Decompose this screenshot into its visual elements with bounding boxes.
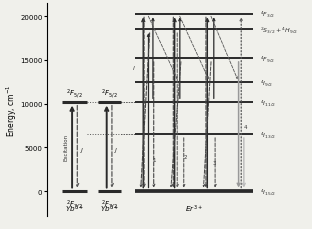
Text: 1: 1: [153, 157, 156, 162]
Y-axis label: Energy, cm$^{-1}$: Energy, cm$^{-1}$: [4, 84, 19, 136]
Text: Excitation: Excitation: [63, 134, 68, 161]
Text: $Er^{3+}$: $Er^{3+}$: [185, 203, 203, 214]
Text: 3: 3: [212, 160, 216, 165]
Text: $l$: $l$: [132, 63, 135, 71]
Text: 4: 4: [244, 124, 247, 129]
Text: $^2F_{5/2}$: $^2F_{5/2}$: [66, 87, 83, 99]
Text: $^4F_{9/2}$: $^4F_{9/2}$: [260, 54, 275, 64]
Text: $^4F_{3/2}$: $^4F_{3/2}$: [260, 10, 275, 19]
Text: $^4I_{13/2}$: $^4I_{13/2}$: [260, 130, 275, 139]
Text: $^4I_{15/2}$: $^4I_{15/2}$: [260, 187, 275, 196]
Text: $J$: $J$: [79, 145, 83, 154]
Text: $^2F_{7/2}$: $^2F_{7/2}$: [101, 197, 118, 210]
Text: $^2F_{5/2}$: $^2F_{5/2}$: [101, 87, 118, 99]
Text: $^2S_{3/2}+^4H_{9/2}$: $^2S_{3/2}+^4H_{9/2}$: [260, 26, 297, 35]
Text: $^4I_{9/2}$: $^4I_{9/2}$: [260, 78, 273, 87]
Text: $^4I_{11/2}$: $^4I_{11/2}$: [260, 98, 275, 107]
Text: 2: 2: [184, 155, 187, 159]
Text: $J$: $J$: [113, 145, 118, 154]
Text: $Yb^{3+}$: $Yb^{3+}$: [65, 203, 85, 214]
Text: $Yb^{3+}$: $Yb^{3+}$: [100, 203, 119, 214]
Text: $^2F_{7/2}$: $^2F_{7/2}$: [66, 197, 83, 210]
